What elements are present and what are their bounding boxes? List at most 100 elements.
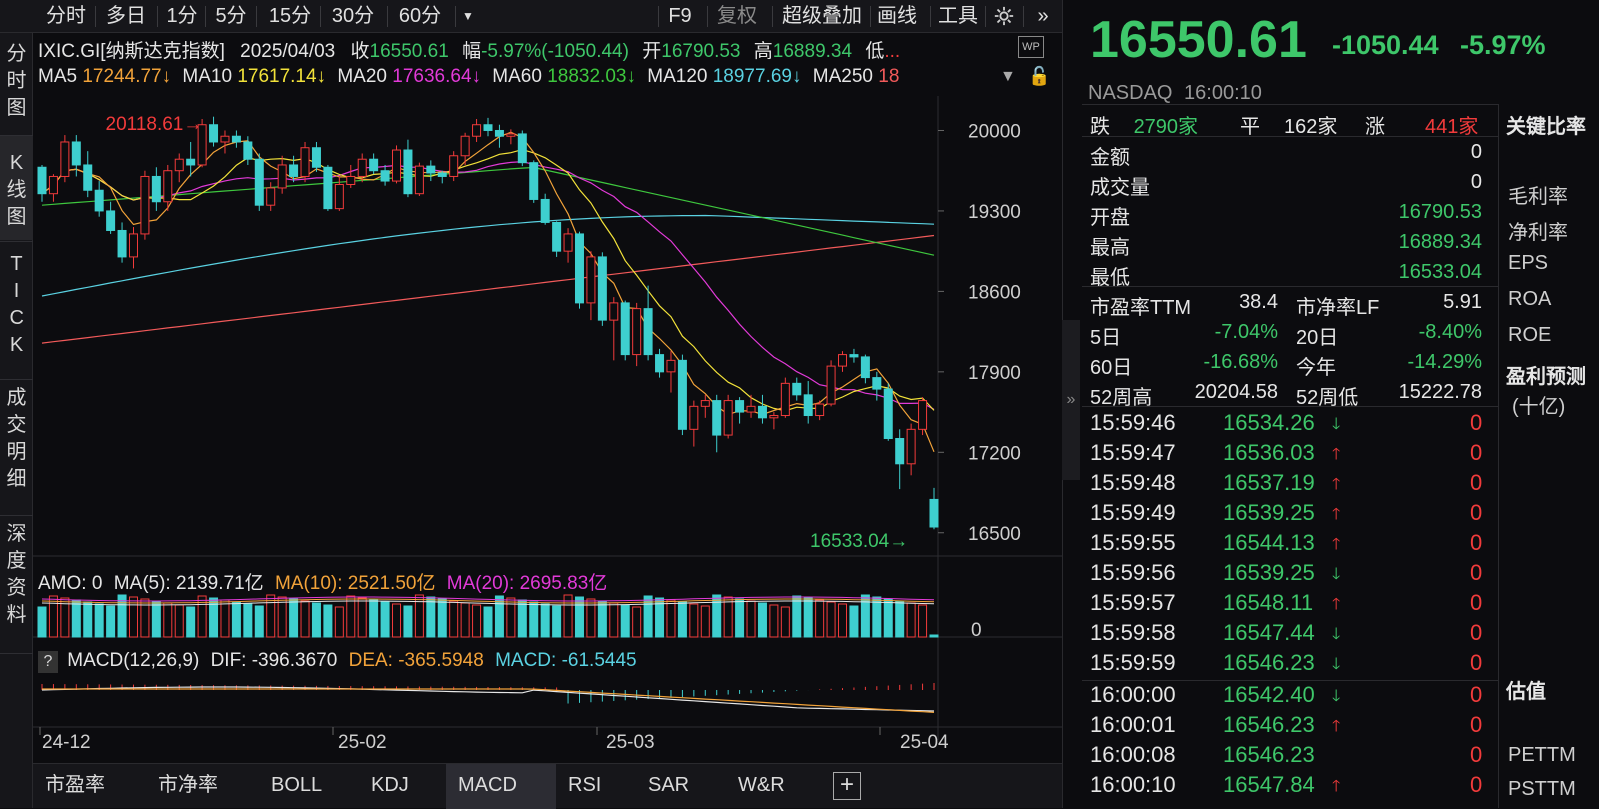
tick-row: 15:59:59 16546.23 🡓 0 xyxy=(1090,650,1484,680)
add-indicator-button[interactable]: + xyxy=(833,764,873,809)
ma20-line xyxy=(41,161,935,410)
price-change: -1050.44 xyxy=(1332,30,1439,60)
candle xyxy=(929,498,939,528)
tick-volume: 0 xyxy=(1470,470,1483,495)
ma-dropdown-icon[interactable]: ▼ xyxy=(1000,68,1016,85)
ma10-line xyxy=(41,148,935,412)
help-icon[interactable]: ? xyxy=(38,651,58,673)
candle xyxy=(918,400,928,430)
amo-ma20-line xyxy=(41,596,935,602)
tab-macd[interactable]: MACD xyxy=(446,764,556,809)
tab-intraday[interactable]: 分时 xyxy=(46,5,86,27)
tab-pe[interactable]: 市盈率 xyxy=(45,774,105,796)
volume-bar xyxy=(906,602,916,638)
nav-trade-details[interactable]: 成交明细 xyxy=(6,387,27,490)
wp-icon[interactable]: WP xyxy=(1018,36,1044,58)
xaxis-label: 25-03 xyxy=(606,732,655,753)
caret-down-icon[interactable]: ▼ xyxy=(462,9,474,23)
tick-time: 15:59:46 xyxy=(1090,410,1176,435)
volume-bar xyxy=(380,601,390,638)
volume-bar xyxy=(494,595,504,638)
candle xyxy=(48,175,58,195)
tab-5min[interactable]: 5分 xyxy=(215,5,247,27)
candle xyxy=(803,394,813,417)
tab-1min[interactable]: 1分 xyxy=(166,5,198,27)
volume-bar xyxy=(746,600,756,638)
low-annotation: 16533.04→ xyxy=(810,531,908,552)
tick-row: 16:00:10 16547.84 🡑 0 xyxy=(1090,772,1484,802)
volume-bar xyxy=(769,604,779,638)
tick-row: 15:59:56 16539.25 🡓 0 xyxy=(1090,560,1484,590)
tab-multiday[interactable]: 多日 xyxy=(106,5,146,27)
pe-value: 38.4 xyxy=(1239,291,1278,313)
tab-rsi[interactable]: RSI xyxy=(568,774,602,796)
volume-bar xyxy=(437,598,447,638)
tick-volume: 0 xyxy=(1470,742,1483,767)
tab-30min[interactable]: 30分 xyxy=(331,5,375,27)
volume-bar xyxy=(220,599,230,638)
tab-60min[interactable]: 60分 xyxy=(398,5,442,27)
tick-price: 16542.40 xyxy=(1223,682,1315,707)
tick-volume: 0 xyxy=(1470,500,1483,525)
draw-button[interactable]: 画线 xyxy=(877,5,917,27)
volume-bar xyxy=(266,594,276,638)
indicator-tabs: 市盈率 市净率 BOLL KDJ MACD RSI SAR W&R + xyxy=(33,763,1062,809)
tick-row: 15:59:57 16548.11 🡑 0 xyxy=(1090,590,1484,620)
tick-time: 15:59:56 xyxy=(1090,560,1176,585)
candle xyxy=(163,170,173,203)
double-chevron-right-icon[interactable]: » xyxy=(1037,5,1049,27)
tools-button[interactable]: 工具 xyxy=(938,5,978,27)
tick-row: 16:00:00 16542.40 🡓 0 xyxy=(1090,682,1484,712)
field-label: 最低 xyxy=(1090,267,1130,289)
candle xyxy=(209,124,219,143)
info-open: 16790.53 xyxy=(661,41,741,62)
collapse-panel-handle[interactable]: » xyxy=(1062,320,1080,480)
volume-bar xyxy=(574,596,584,638)
candle xyxy=(94,189,104,212)
nav-tick[interactable]: TICK xyxy=(9,253,24,356)
volume-bar xyxy=(254,605,264,638)
candle xyxy=(494,129,504,137)
tab-pb[interactable]: 市净率 xyxy=(158,774,218,796)
f9-button[interactable]: F9 xyxy=(668,5,692,27)
volume-bar xyxy=(128,596,138,638)
volume-bar xyxy=(414,594,424,638)
overlay-button[interactable]: 超级叠加 xyxy=(782,5,862,27)
tick-volume: 0 xyxy=(1470,530,1483,555)
kline-chart[interactable]: 20000 19300 18600 17900 17200 16500 20118.61→ 1… xyxy=(0,0,1062,808)
volume-bar xyxy=(712,594,722,638)
volume-bar xyxy=(151,600,161,638)
volume-bar xyxy=(632,606,642,638)
volume-bar xyxy=(780,606,790,638)
tab-kdj[interactable]: KDJ xyxy=(371,774,409,796)
tick-time: 15:59:57 xyxy=(1090,590,1176,615)
tab-15min[interactable]: 15分 xyxy=(268,5,312,27)
volume-bar xyxy=(838,603,848,638)
gear-icon[interactable] xyxy=(990,0,1018,33)
candle xyxy=(712,400,722,436)
tick-time: 15:59:49 xyxy=(1090,500,1176,525)
volume-bar xyxy=(872,596,882,638)
info-date: 2025/04/03 xyxy=(240,41,336,62)
lock-icon[interactable]: 🔓 xyxy=(1028,66,1051,86)
candle xyxy=(895,438,905,465)
volume-bar xyxy=(689,603,699,638)
volume-bar xyxy=(460,602,470,638)
ratio-gross-margin: 毛利率 xyxy=(1508,186,1568,208)
tab-wr[interactable]: W&R xyxy=(738,774,785,796)
tab-boll[interactable]: BOLL xyxy=(271,774,323,796)
tick-row: 15:59:49 16539.25 🡑 0 xyxy=(1090,500,1484,530)
info-high: 16889.34 xyxy=(772,41,853,62)
forecast-heading: 盈利预测 xyxy=(1506,366,1586,388)
nav-kline-chart[interactable]: K线图 xyxy=(0,136,33,240)
tab-sar[interactable]: SAR xyxy=(648,774,690,796)
volume-bar xyxy=(563,594,573,638)
volume-bar xyxy=(117,594,127,638)
candle xyxy=(380,170,390,182)
nav-intraday-chart[interactable]: 分时图 xyxy=(6,43,27,119)
tick-price: 16546.23 xyxy=(1223,650,1315,675)
price-change-pct: -5.97% xyxy=(1460,30,1546,60)
restore-rights-button[interactable]: 复权 xyxy=(717,5,757,27)
nav-depth-data[interactable]: 深度资料 xyxy=(6,523,27,626)
candle xyxy=(334,184,344,210)
